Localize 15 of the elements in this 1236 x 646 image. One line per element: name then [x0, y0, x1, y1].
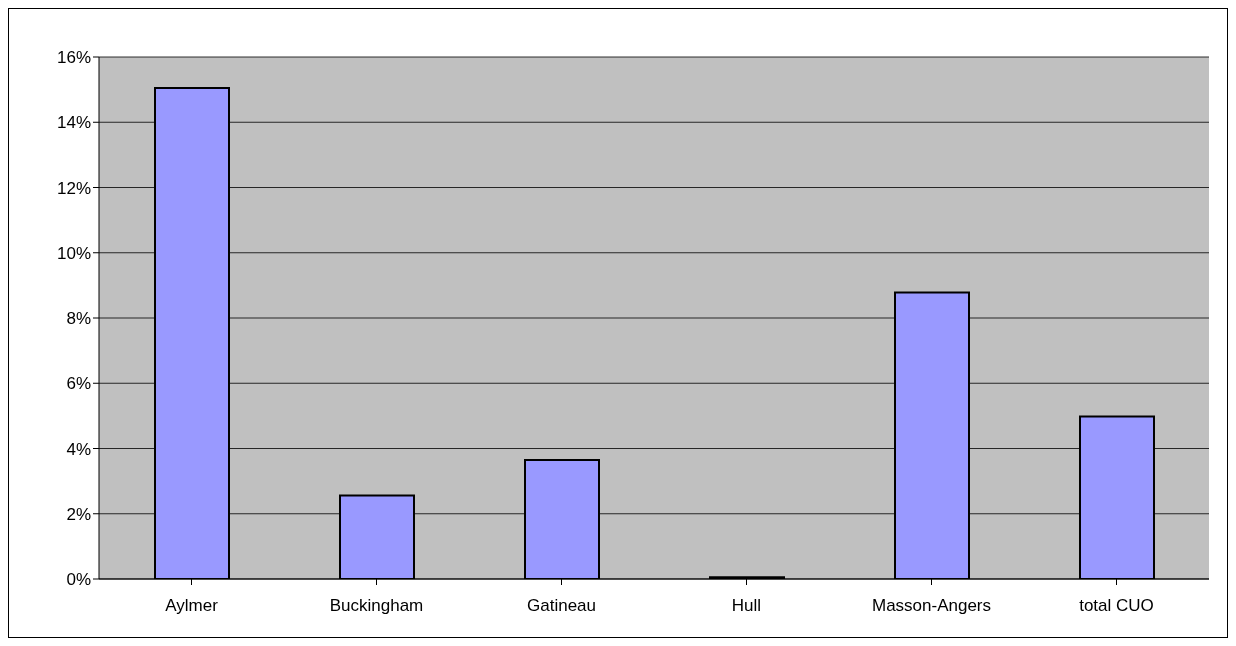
y-tick-label: 4% [66, 439, 91, 459]
y-tick-label: 8% [66, 309, 91, 329]
y-tick-label: 14% [56, 113, 91, 133]
x-tick-label: Gatineau [527, 596, 596, 616]
x-tick-label: Hull [731, 596, 762, 616]
y-tick-label: 2% [66, 504, 91, 524]
x-tick-label: total CUO [1079, 596, 1154, 616]
y-tick-label: 16% [56, 48, 91, 68]
y-tick-label: 10% [56, 243, 91, 263]
y-tick-label: 6% [66, 374, 91, 394]
y-tick-label: 12% [56, 178, 91, 198]
x-tick-label: Aylmer [165, 596, 219, 616]
x-tick-label: Buckingham [329, 596, 424, 616]
x-tick-label: Masson-Angers [871, 596, 992, 616]
y-tick-label: 0% [66, 570, 91, 590]
